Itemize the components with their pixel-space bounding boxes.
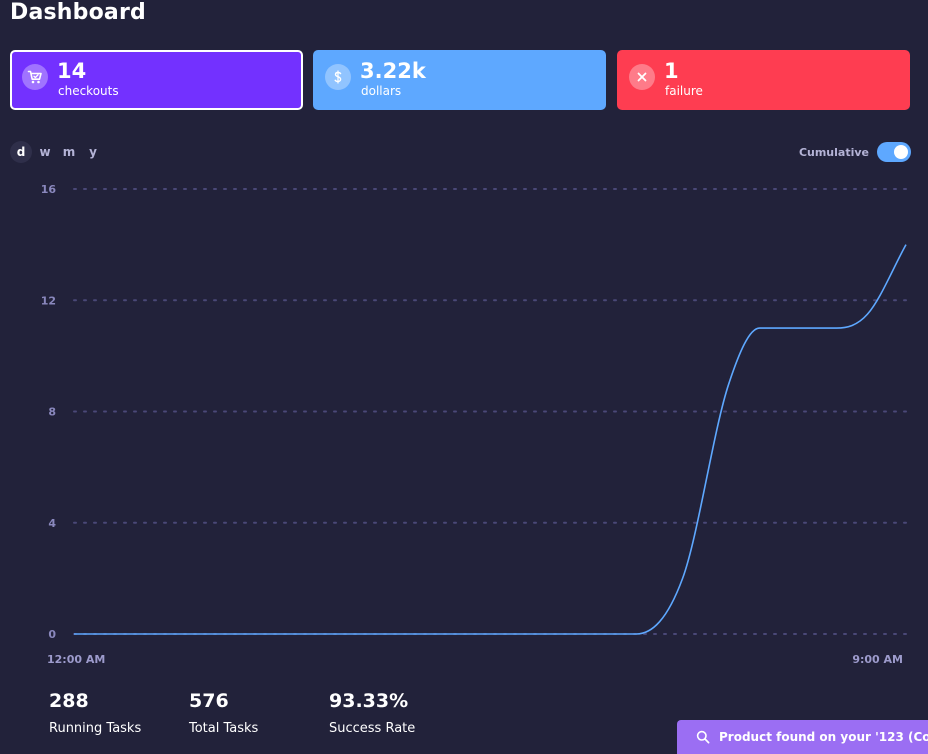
toast-message: Product found on your '123 (Copy (719, 730, 928, 744)
failure-label: failure (665, 84, 703, 98)
total-tasks-stat: 576 Total Tasks (189, 688, 329, 736)
notification-toast[interactable]: Product found on your '123 (Copy (677, 720, 928, 754)
search-icon (696, 730, 710, 744)
y-tick-label: 12 (41, 294, 56, 307)
checkouts-line-chart: 0 4 8 12 16 12:00 AM 9:00 AM (41, 183, 907, 666)
dollars-card[interactable]: 3.22k dollars (313, 50, 606, 110)
summary-cards: 14 checkouts 3.22k dollars 1 failure (10, 50, 910, 110)
tab-month[interactable]: m (62, 145, 76, 159)
chart-series (73, 244, 907, 635)
total-tasks-value: 576 (189, 690, 229, 712)
dollars-value: 3.22k (360, 59, 426, 83)
checkouts-value: 14 (57, 59, 87, 83)
checkouts-card[interactable]: 14 checkouts (10, 50, 303, 110)
toggle-knob (894, 145, 908, 159)
success-rate-label: Success Rate (329, 721, 416, 736)
dollar-icon (325, 64, 351, 90)
cart-icon (22, 64, 48, 90)
tab-day[interactable]: d (10, 141, 32, 163)
cumulative-control: Cumulative (799, 142, 911, 162)
running-tasks-value: 288 (49, 690, 89, 712)
y-axis-ticks: 0 4 8 12 16 (41, 183, 57, 641)
close-icon (629, 64, 655, 90)
y-tick-label: 0 (48, 628, 56, 641)
y-tick-label: 4 (48, 517, 56, 530)
success-rate-stat: 93.33% Success Rate (329, 688, 469, 736)
checkouts-label: checkouts (58, 84, 119, 98)
failure-card[interactable]: 1 failure (617, 50, 910, 110)
task-stats: 288 Running Tasks 576 Total Tasks 93.33%… (49, 688, 469, 736)
total-tasks-label: Total Tasks (189, 721, 259, 736)
cumulative-label: Cumulative (798, 145, 869, 159)
x-tick-label: 12:00 AM (47, 653, 105, 666)
tab-year[interactable]: y (89, 145, 97, 159)
y-tick-label: 8 (48, 406, 56, 419)
running-tasks-label: Running Tasks (49, 721, 142, 736)
cumulative-toggle[interactable] (877, 142, 911, 162)
dollars-label: dollars (361, 84, 402, 98)
y-tick-label: 16 (41, 183, 57, 196)
running-tasks-stat: 288 Running Tasks (49, 688, 189, 736)
failure-value: 1 (664, 59, 679, 83)
page-title: Dashboard (10, 0, 146, 25)
tab-week[interactable]: w (39, 145, 51, 159)
x-tick-label: 9:00 AM (852, 653, 903, 666)
chart-grid (73, 188, 907, 635)
time-range-tabs: d w m y (10, 141, 106, 163)
success-rate-value: 93.33% (329, 690, 409, 712)
series-line (73, 244, 907, 635)
x-axis-ticks: 12:00 AM 9:00 AM (47, 653, 903, 666)
